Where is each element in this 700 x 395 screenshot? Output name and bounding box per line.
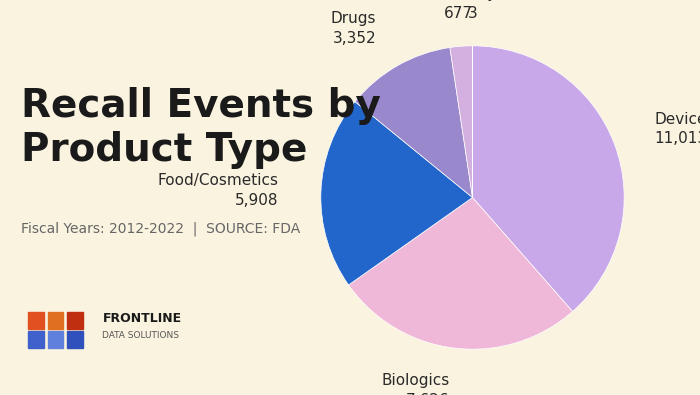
- Bar: [28, 331, 43, 348]
- Bar: [67, 331, 83, 348]
- Text: Biologics
7,626: Biologics 7,626: [382, 373, 449, 395]
- Text: Veterinary
677: Veterinary 677: [419, 0, 498, 21]
- Bar: [28, 312, 43, 329]
- Text: Devices
11,013: Devices 11,013: [654, 112, 700, 147]
- Text: DATA SOLUTIONS: DATA SOLUTIONS: [102, 331, 179, 340]
- Text: Tobacco
3: Tobacco 3: [442, 0, 503, 21]
- Text: Fiscal Years: 2012-2022  |  SOURCE: FDA: Fiscal Years: 2012-2022 | SOURCE: FDA: [21, 221, 300, 236]
- Bar: [48, 312, 63, 329]
- Wedge shape: [321, 102, 472, 285]
- Text: FRONTLINE: FRONTLINE: [102, 312, 181, 325]
- Wedge shape: [450, 46, 473, 198]
- Text: Drugs
3,352: Drugs 3,352: [331, 11, 377, 46]
- Text: Food/Cosmetics
5,908: Food/Cosmetics 5,908: [158, 173, 279, 208]
- Wedge shape: [355, 47, 472, 198]
- Bar: [48, 331, 63, 348]
- Text: Recall Events by
Product Type: Recall Events by Product Type: [21, 87, 382, 169]
- Bar: [67, 312, 83, 329]
- Wedge shape: [473, 46, 624, 312]
- Wedge shape: [349, 198, 573, 349]
